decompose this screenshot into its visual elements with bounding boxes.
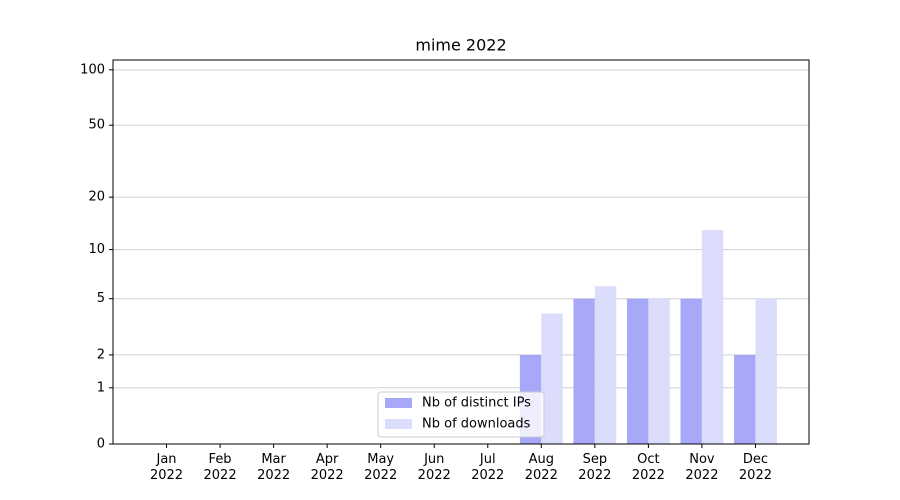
y-tick-label: 1 <box>97 380 105 395</box>
legend-swatch <box>385 398 412 408</box>
x-tick-label: Mar 2022 <box>257 452 291 483</box>
bar <box>626 298 649 444</box>
x-tick-label: Feb 2022 <box>203 452 237 483</box>
y-tick-label: 2 <box>97 347 105 362</box>
legend-label: Nb of downloads <box>422 417 531 432</box>
x-tick-label: Apr 2022 <box>310 452 344 483</box>
x-tick-label: Jan 2022 <box>149 452 184 483</box>
legend-box <box>377 391 545 438</box>
y-tick-label: 20 <box>88 190 105 205</box>
legend-swatch <box>385 419 412 429</box>
y-tick-label: 50 <box>88 118 105 133</box>
x-tick-label: Dec 2022 <box>738 452 772 483</box>
chart-title: mime 2022 <box>415 36 506 55</box>
bar <box>573 298 595 444</box>
x-tick-label: Sep 2022 <box>578 452 612 483</box>
y-tick-label: 5 <box>97 291 105 306</box>
x-tick-label: Jul 2022 <box>471 452 505 483</box>
bar <box>734 354 756 444</box>
y-tick-label: 0 <box>97 437 105 452</box>
legend-label: Nb of distinct IPs <box>422 396 531 411</box>
x-tick-label: Aug 2022 <box>524 452 558 483</box>
y-tick-label: 10 <box>88 242 105 257</box>
x-tick-label: May 2022 <box>364 452 398 483</box>
bar <box>680 298 702 444</box>
y-tick-label: 100 <box>80 62 105 77</box>
bar <box>648 298 670 444</box>
x-tick-label: Oct 2022 <box>631 452 665 483</box>
x-tick-label: Jun 2022 <box>417 452 451 483</box>
bar <box>755 298 777 444</box>
plot-frame <box>112 59 810 445</box>
bar <box>541 313 563 444</box>
x-tick-label: Nov 2022 <box>685 452 719 483</box>
bar <box>594 286 617 444</box>
bar <box>701 230 724 444</box>
